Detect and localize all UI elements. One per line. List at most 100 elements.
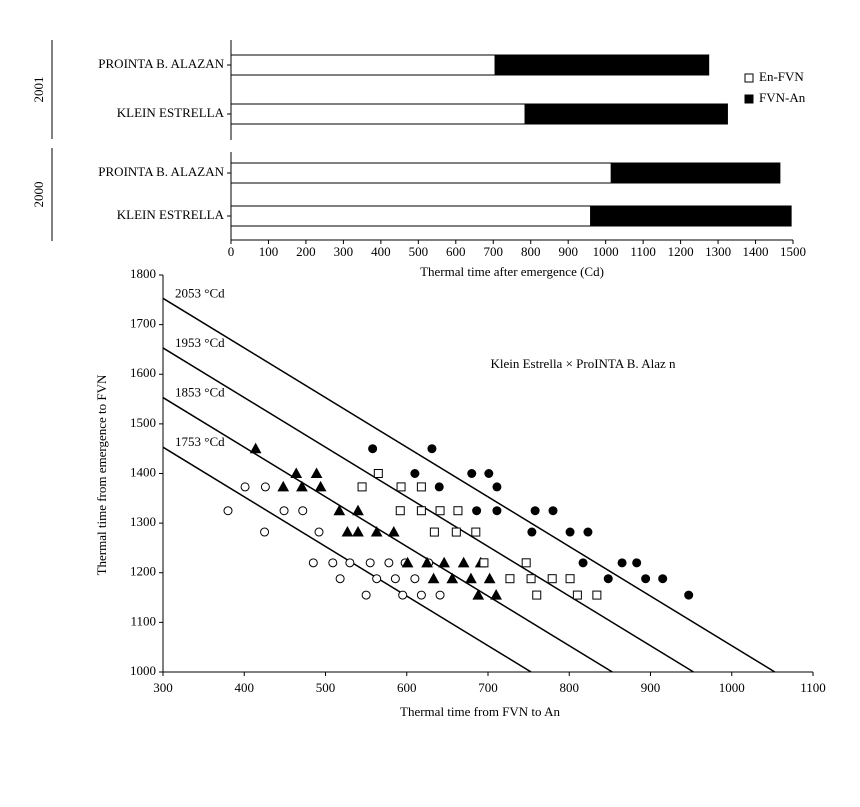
point xyxy=(435,590,445,600)
point xyxy=(532,590,542,600)
point xyxy=(658,574,668,584)
point xyxy=(298,506,308,516)
point xyxy=(641,574,651,584)
point xyxy=(260,527,270,537)
point xyxy=(395,506,405,516)
point xyxy=(429,527,439,537)
point xyxy=(370,526,383,537)
x-tick-label: 1300 xyxy=(705,244,731,259)
point xyxy=(410,469,420,478)
point xyxy=(471,527,481,537)
x-tick-label: 900 xyxy=(641,680,661,695)
point xyxy=(472,506,482,516)
y-tick-label: 1400 xyxy=(130,464,156,479)
point xyxy=(277,480,290,492)
x-tick-label: 700 xyxy=(484,244,504,259)
point xyxy=(578,558,588,568)
x-tick-label: 500 xyxy=(316,680,336,695)
point xyxy=(341,526,354,537)
point xyxy=(583,527,593,537)
y-tick-label: KLEIN ESTRELLA xyxy=(117,105,225,120)
y-tick-label: 1500 xyxy=(130,415,156,430)
bar-segment xyxy=(494,54,710,76)
bar-segment xyxy=(230,162,612,184)
point xyxy=(465,572,477,584)
point xyxy=(435,506,445,516)
point xyxy=(328,558,338,568)
y-tick-label: 1300 xyxy=(130,514,156,529)
x-tick-label: 1000 xyxy=(593,244,619,259)
bar-segment xyxy=(590,205,792,227)
point xyxy=(547,574,557,584)
x-axis-label: Thermal time after emergence (Cd) xyxy=(420,264,604,279)
x-tick-label: 300 xyxy=(334,244,354,259)
point xyxy=(530,506,540,516)
point xyxy=(453,506,463,516)
point xyxy=(472,589,485,600)
y-tick-label: 1600 xyxy=(130,365,156,380)
y-tick-label: 1800 xyxy=(130,266,156,281)
x-tick-label: 700 xyxy=(478,680,498,695)
isoline xyxy=(162,396,613,673)
y-tick-label: 1100 xyxy=(130,613,156,628)
point xyxy=(368,444,378,454)
x-tick-label: 600 xyxy=(397,680,417,695)
point xyxy=(396,482,406,492)
isoline xyxy=(162,347,694,673)
x-tick-label: 800 xyxy=(560,680,580,695)
point xyxy=(373,469,383,478)
x-tick-label: 1000 xyxy=(719,680,745,695)
y-tick-label: 1000 xyxy=(130,663,156,678)
point xyxy=(434,482,444,492)
point xyxy=(249,442,262,454)
point xyxy=(365,558,375,568)
point xyxy=(603,574,613,584)
point xyxy=(617,558,627,568)
x-tick-label: 1100 xyxy=(630,244,656,259)
x-tick-label: 300 xyxy=(153,680,173,695)
point xyxy=(240,482,250,492)
point xyxy=(416,590,426,600)
point xyxy=(548,506,558,516)
point xyxy=(416,506,426,516)
point xyxy=(352,504,364,516)
x-tick-label: 1100 xyxy=(800,680,826,695)
bar-segment xyxy=(230,205,592,227)
group-label: 2000 xyxy=(31,182,46,208)
point xyxy=(484,469,494,478)
point xyxy=(352,526,364,537)
point xyxy=(314,480,327,492)
point xyxy=(565,527,575,537)
x-tick-label: 400 xyxy=(371,244,391,259)
point xyxy=(451,527,461,537)
bar-segment xyxy=(230,54,496,76)
point xyxy=(490,589,502,600)
y-tick-label: PROINTA B. ALAZAN xyxy=(98,56,224,71)
point xyxy=(492,506,502,516)
point xyxy=(333,504,346,516)
x-axis-label: Thermal time from FVN to An xyxy=(400,704,560,719)
point xyxy=(526,574,536,584)
isoline-label: 1953 °Cd xyxy=(175,335,225,350)
point xyxy=(421,556,433,568)
point xyxy=(446,572,459,584)
x-tick-label: 900 xyxy=(558,244,578,259)
point xyxy=(361,590,371,600)
point xyxy=(483,572,496,584)
point xyxy=(438,556,450,568)
point xyxy=(279,506,289,516)
point xyxy=(372,574,382,584)
x-tick-label: 1500 xyxy=(780,244,806,259)
point xyxy=(387,526,400,537)
point xyxy=(572,590,582,600)
legend-label: En-FVN xyxy=(759,69,804,84)
group-label: 2001 xyxy=(31,77,46,103)
point xyxy=(384,558,394,568)
y-tick-label: 1200 xyxy=(130,564,156,579)
isoline-label: 1753 °Cd xyxy=(175,434,225,449)
annotation: Klein Estrella × ProINTA B. Alaz n xyxy=(490,356,676,371)
x-tick-label: 0 xyxy=(228,244,235,259)
point xyxy=(479,558,489,568)
y-tick-label: 1700 xyxy=(130,316,156,331)
point xyxy=(457,556,470,568)
